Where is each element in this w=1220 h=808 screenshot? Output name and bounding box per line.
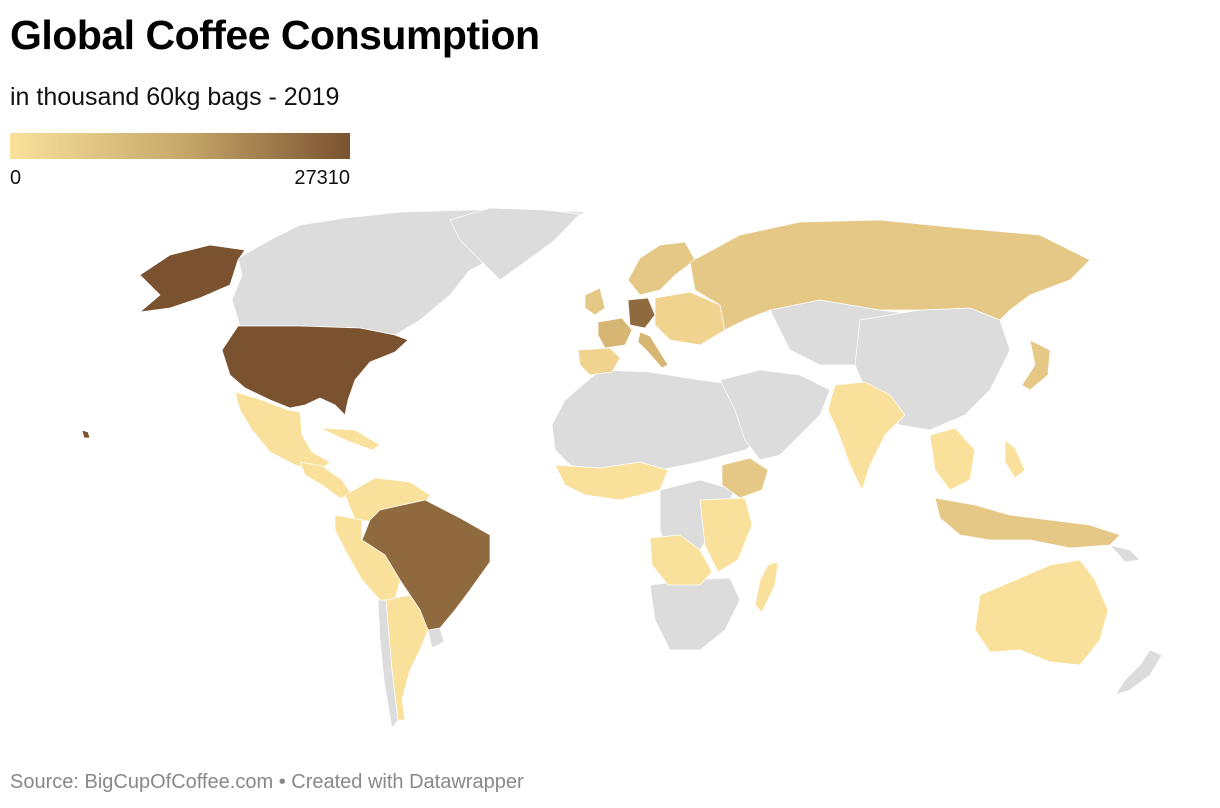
uk-ireland[interactable] bbox=[584, 287, 606, 316]
north-africa[interactable] bbox=[551, 369, 771, 476]
source-label: Source: bbox=[10, 771, 79, 793]
angola-region[interactable] bbox=[649, 534, 713, 586]
eastern-europe[interactable] bbox=[654, 291, 726, 346]
chart-title: Global Coffee Consumption bbox=[10, 12, 540, 58]
middle-east[interactable] bbox=[719, 369, 831, 461]
india[interactable] bbox=[827, 381, 906, 491]
southeast-asia[interactable] bbox=[929, 427, 976, 491]
argentina[interactable] bbox=[385, 594, 429, 721]
australia[interactable] bbox=[974, 559, 1109, 666]
new-zealand[interactable] bbox=[1114, 649, 1163, 696]
ethiopia[interactable] bbox=[721, 457, 769, 499]
france[interactable] bbox=[597, 317, 633, 349]
legend-max-label: 27310 bbox=[294, 167, 350, 189]
greenland[interactable] bbox=[449, 207, 581, 281]
source-link[interactable]: BigCupOfCoffee.com bbox=[84, 771, 274, 793]
legend-min-label: 0 bbox=[10, 167, 22, 189]
hawaii[interactable] bbox=[81, 429, 91, 439]
southern-africa[interactable] bbox=[649, 577, 741, 651]
east-africa[interactable] bbox=[699, 497, 753, 573]
legend-gradient-bar bbox=[10, 133, 350, 159]
world-map bbox=[81, 207, 1163, 729]
russia[interactable] bbox=[689, 219, 1091, 331]
credit-link[interactable]: Created with Datawrapper bbox=[291, 771, 524, 793]
italy[interactable] bbox=[637, 331, 669, 369]
indonesia[interactable] bbox=[934, 497, 1121, 549]
uruguay-region[interactable] bbox=[427, 627, 445, 649]
data-regions bbox=[81, 219, 1121, 721]
central-america[interactable] bbox=[299, 461, 353, 499]
spain-portugal[interactable] bbox=[577, 347, 621, 376]
germany[interactable] bbox=[627, 297, 656, 329]
madagascar[interactable] bbox=[754, 561, 779, 613]
color-legend: 0 27310 bbox=[10, 133, 350, 190]
footer-separator: • bbox=[278, 771, 286, 793]
japan[interactable] bbox=[1021, 339, 1051, 391]
philippines[interactable] bbox=[1004, 439, 1026, 479]
caribbean[interactable] bbox=[319, 427, 381, 451]
mexico[interactable] bbox=[234, 391, 331, 473]
west-africa[interactable] bbox=[554, 461, 669, 501]
chart-subtitle: in thousand 60kg bags - 2019 bbox=[10, 83, 340, 111]
scandinavia[interactable] bbox=[627, 241, 696, 296]
papua-east[interactable] bbox=[1109, 544, 1141, 563]
alaska[interactable] bbox=[139, 244, 246, 313]
source-footer: Source: BigCupOfCoffee.com • Created wit… bbox=[10, 771, 524, 794]
united-states[interactable] bbox=[221, 325, 409, 416]
